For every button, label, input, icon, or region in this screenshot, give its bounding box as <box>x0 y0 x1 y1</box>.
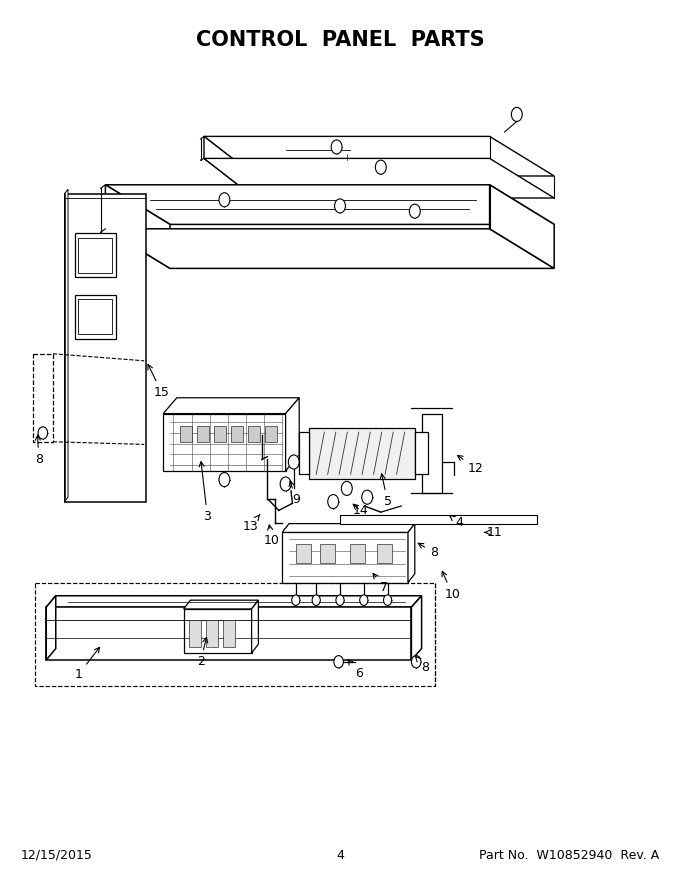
Bar <box>214 426 226 442</box>
Polygon shape <box>286 398 299 471</box>
Polygon shape <box>46 596 56 660</box>
Circle shape <box>411 656 421 668</box>
Polygon shape <box>204 158 554 198</box>
Bar <box>299 432 309 474</box>
Text: CONTROL  PANEL  PARTS: CONTROL PANEL PARTS <box>196 30 484 49</box>
Circle shape <box>362 490 373 504</box>
Polygon shape <box>163 414 286 471</box>
Polygon shape <box>408 524 415 583</box>
Text: 8: 8 <box>35 436 43 466</box>
Text: 4: 4 <box>336 849 344 862</box>
Polygon shape <box>105 185 554 224</box>
Bar <box>265 426 277 442</box>
Text: 8: 8 <box>418 543 438 559</box>
Circle shape <box>360 595 368 605</box>
Text: 14: 14 <box>352 504 369 517</box>
Text: 7: 7 <box>373 574 388 594</box>
Text: 1: 1 <box>74 648 99 681</box>
Text: 5: 5 <box>380 473 392 508</box>
Text: 10: 10 <box>442 571 460 600</box>
Polygon shape <box>65 194 146 502</box>
Text: 8: 8 <box>415 656 429 673</box>
Circle shape <box>409 204 420 218</box>
Bar <box>78 299 112 334</box>
Polygon shape <box>184 609 252 653</box>
Circle shape <box>219 193 230 207</box>
Circle shape <box>375 160 386 174</box>
Bar <box>377 544 392 563</box>
Polygon shape <box>204 136 554 176</box>
Bar <box>206 620 218 647</box>
Bar <box>189 620 201 647</box>
Text: 12/15/2015: 12/15/2015 <box>20 849 92 862</box>
Text: 9: 9 <box>289 480 300 506</box>
Polygon shape <box>65 189 68 502</box>
Bar <box>309 428 415 479</box>
Bar <box>75 233 116 277</box>
Circle shape <box>312 595 320 605</box>
Circle shape <box>280 477 291 491</box>
Text: 15: 15 <box>148 364 170 399</box>
Circle shape <box>341 481 352 495</box>
Polygon shape <box>252 600 258 653</box>
Polygon shape <box>422 414 442 493</box>
Circle shape <box>328 495 339 509</box>
Circle shape <box>331 140 342 154</box>
Polygon shape <box>105 229 554 268</box>
Polygon shape <box>105 185 170 268</box>
Polygon shape <box>411 596 422 660</box>
Circle shape <box>336 595 344 605</box>
Text: 13: 13 <box>242 515 260 532</box>
Bar <box>78 238 112 273</box>
Text: 2: 2 <box>197 637 207 668</box>
Circle shape <box>335 199 345 213</box>
Text: 11: 11 <box>484 526 503 539</box>
Bar <box>223 620 235 647</box>
Circle shape <box>288 455 299 469</box>
Polygon shape <box>490 185 554 268</box>
Text: 3: 3 <box>199 462 211 523</box>
Bar <box>340 515 537 524</box>
Text: 10: 10 <box>264 525 280 546</box>
Circle shape <box>292 595 300 605</box>
Circle shape <box>334 656 343 668</box>
Bar <box>320 544 335 563</box>
Text: 6: 6 <box>348 660 363 679</box>
Text: 4: 4 <box>449 516 463 529</box>
Circle shape <box>38 427 48 439</box>
Polygon shape <box>204 136 255 198</box>
Circle shape <box>511 107 522 121</box>
Polygon shape <box>282 524 415 532</box>
Text: 12: 12 <box>458 456 484 474</box>
Bar <box>415 432 428 474</box>
Polygon shape <box>282 532 408 583</box>
Polygon shape <box>163 398 299 414</box>
Bar <box>248 426 260 442</box>
Polygon shape <box>46 607 411 660</box>
Bar <box>296 544 311 563</box>
Bar <box>75 295 116 339</box>
Bar <box>231 426 243 442</box>
Text: Part No.  W10852940  Rev. A: Part No. W10852940 Rev. A <box>479 849 660 862</box>
Polygon shape <box>184 600 258 609</box>
Circle shape <box>384 595 392 605</box>
Circle shape <box>219 473 230 487</box>
Bar <box>180 426 192 442</box>
Polygon shape <box>46 596 422 607</box>
Bar <box>350 544 365 563</box>
Bar <box>197 426 209 442</box>
